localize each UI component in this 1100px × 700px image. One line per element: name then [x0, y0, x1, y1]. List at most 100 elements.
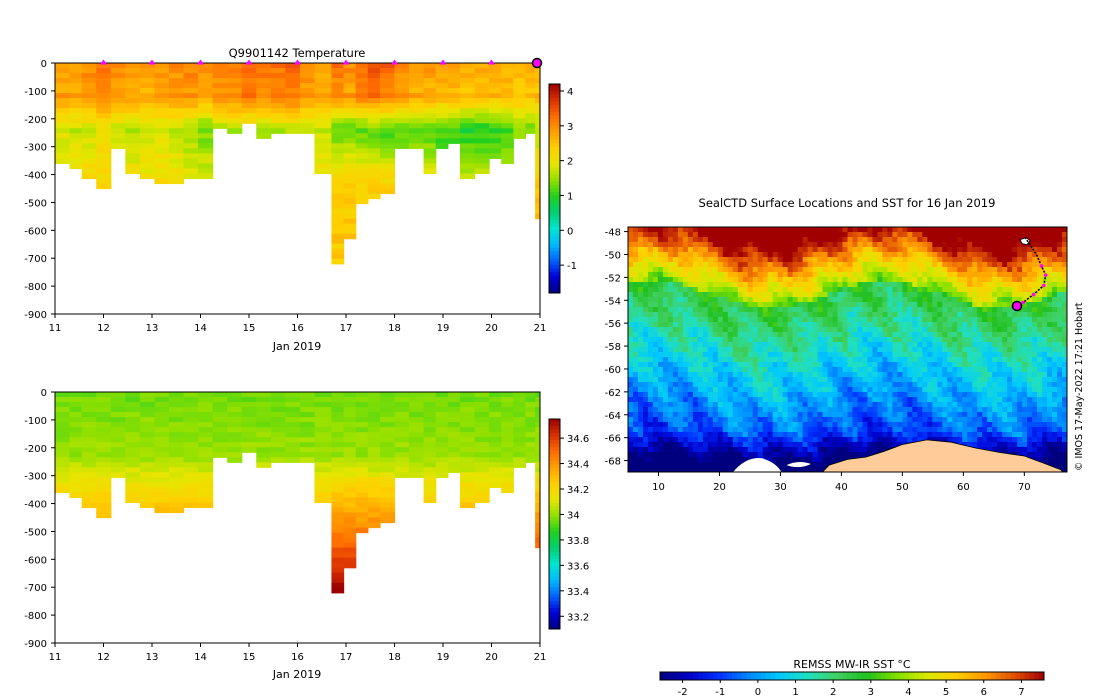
- sst-cell: [757, 357, 764, 363]
- salinity-cell: [525, 407, 536, 413]
- sst-cell: [962, 317, 968, 323]
- temperature-cell: [394, 73, 410, 79]
- sst-cell: [1007, 312, 1013, 318]
- temperature-cell: [212, 73, 228, 79]
- sst-cell: [967, 392, 973, 398]
- sst-cell: [957, 232, 963, 238]
- sst-cell: [927, 382, 933, 388]
- sst-cell: [832, 347, 838, 353]
- temperature-cell: [256, 123, 272, 129]
- sst-cell: [687, 362, 694, 368]
- sst-cell: [897, 277, 903, 283]
- sst-cell: [702, 227, 709, 233]
- sst-cell: [907, 242, 913, 248]
- sst-cell: [792, 307, 799, 313]
- sst-cell: [777, 397, 784, 403]
- sst-cell: [862, 272, 868, 278]
- sst-cell: [632, 262, 639, 268]
- salinity-cell: [535, 512, 540, 519]
- sst-cell: [742, 232, 749, 238]
- sst-cell: [862, 237, 868, 243]
- sst-cell: [1047, 227, 1053, 233]
- sst-cell: [757, 337, 764, 343]
- sst-cell: [1012, 262, 1018, 268]
- sst-cell: [842, 257, 848, 263]
- sst-cell: [902, 292, 908, 298]
- sst-cell: [1032, 367, 1038, 373]
- sst-cell: [982, 292, 988, 298]
- sst-cell: [942, 332, 948, 338]
- salinity-cell: [227, 392, 243, 398]
- sst-cell: [947, 302, 953, 308]
- sst-cell: [897, 337, 903, 343]
- sst-cell: [1002, 307, 1008, 313]
- salinity-cell: [525, 417, 536, 423]
- salinity-colorbar-swatch: [549, 419, 560, 423]
- sst-cell: [982, 277, 988, 283]
- sst-cell: [752, 292, 759, 298]
- temperature-cell: [331, 98, 345, 104]
- temperature-cell: [489, 68, 502, 74]
- sst-cell: [657, 292, 664, 298]
- sst-cell: [827, 342, 833, 348]
- temperature-colorbar-swatch: [549, 84, 560, 88]
- salinity-colorbar-swatch: [549, 622, 560, 626]
- sst-cell: [702, 347, 709, 353]
- sst-cell: [772, 282, 779, 288]
- sst-cell: [922, 392, 928, 398]
- temperature-cell: [435, 88, 449, 94]
- sst-cell: [972, 317, 978, 323]
- sst-cell: [892, 332, 898, 338]
- sst-cell: [787, 277, 794, 283]
- temperature-cell: [198, 118, 214, 124]
- temperature-cell: [409, 128, 425, 134]
- sst-cell: [682, 237, 689, 243]
- sst-cell: [927, 252, 933, 258]
- sst-cell: [692, 327, 699, 333]
- sst-cell: [727, 247, 734, 253]
- sst-cell: [812, 357, 818, 363]
- sst-cell: [977, 277, 983, 283]
- sst-cell: [712, 332, 719, 338]
- sst-cell: [887, 297, 893, 303]
- temperature-cell: [154, 118, 170, 124]
- sst-cell: [637, 252, 644, 258]
- sst-cell: [897, 322, 903, 328]
- sst-cell: [997, 347, 1003, 353]
- temperature-cell: [489, 148, 502, 154]
- sst-cell: [962, 332, 968, 338]
- sst-cell: [667, 272, 674, 278]
- sst-cell: [937, 312, 943, 318]
- profile-markers: [100, 57, 543, 69]
- sst-cell: [822, 382, 828, 388]
- salinity-cell: [125, 392, 141, 398]
- sst-cell: [832, 372, 838, 378]
- salinity-cell: [96, 497, 112, 504]
- sst-cell: [687, 282, 694, 288]
- sst-cell: [807, 362, 813, 368]
- temperature-cell: [343, 103, 357, 109]
- sst-cell: [757, 312, 764, 318]
- sst-cell: [772, 347, 779, 353]
- sst-cell: [677, 277, 684, 283]
- sst-cell: [632, 352, 639, 358]
- sst-cell: [882, 377, 888, 383]
- sst-cell: [692, 317, 699, 323]
- sst-cell: [722, 232, 729, 238]
- sst-cell: [628, 312, 634, 318]
- sst-cell: [652, 387, 659, 393]
- sst-cell: [692, 312, 699, 318]
- sst-cell: [1002, 357, 1008, 363]
- salinity-colorbar-swatch: [549, 513, 560, 518]
- sst-cell: [662, 237, 669, 243]
- sst-cell: [822, 357, 828, 363]
- sst-cell: [1042, 377, 1048, 383]
- temperature-cell: [513, 113, 527, 119]
- salinity-cell: [409, 432, 425, 438]
- sst-cell: [712, 362, 719, 368]
- sst-cell: [817, 287, 823, 293]
- temperature-cell: [81, 123, 97, 129]
- sst-cell: [837, 267, 843, 273]
- sst-cell: [947, 242, 953, 248]
- salinity-cell: [314, 422, 333, 428]
